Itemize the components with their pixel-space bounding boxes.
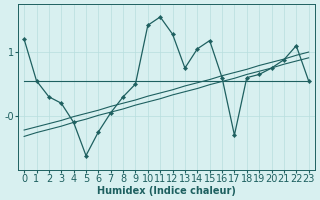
X-axis label: Humidex (Indice chaleur): Humidex (Indice chaleur)	[97, 186, 236, 196]
